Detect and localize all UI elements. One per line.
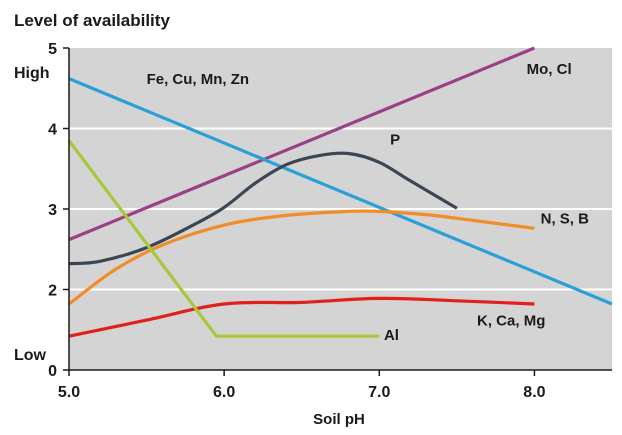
y-tick-label: 0 — [48, 363, 57, 380]
x-tick-label: 8.0 — [523, 384, 545, 401]
x-tick-label: 5.0 — [58, 384, 80, 401]
series-label: Mo, Cl — [527, 61, 572, 78]
series-labels: Mo, Cl Fe, Cu, Mn, Zn P N, S, B K, Ca, Mg Al — [147, 61, 590, 344]
chart-title: Level of availability — [14, 11, 170, 30]
y-tick-label: 4 — [48, 122, 57, 139]
series-line-p — [68, 151, 458, 266]
y-tick-label: 2 — [48, 283, 57, 300]
y-tick-label: 5 — [48, 41, 57, 58]
tick-labels: 5.0 6.0 7.0 8.0 0 2 3 4 5 High Low — [14, 41, 546, 401]
series-line-fe-cu-mn-zn — [68, 77, 613, 306]
series-line-k-ca-mg — [68, 296, 535, 338]
series-line-mo-cl — [68, 46, 536, 242]
y-level-label-high: High — [14, 65, 50, 82]
series-label: P — [390, 132, 400, 149]
series-line-n-s-b — [68, 209, 535, 306]
series-label: Al — [384, 327, 399, 344]
series-label: N, S, B — [541, 210, 590, 227]
y-level-label-low: Low — [14, 347, 47, 364]
x-tick-label: 7.0 — [368, 384, 390, 401]
x-axis-label: Soil pH — [313, 411, 365, 428]
axes — [63, 47, 612, 376]
series-line-al — [67, 139, 380, 338]
y-tick-label: 3 — [48, 202, 57, 219]
series-label: K, Ca, Mg — [477, 313, 545, 330]
x-tick-label: 6.0 — [213, 384, 235, 401]
series-lines — [67, 46, 613, 338]
series-label: Fe, Cu, Mn, Zn — [147, 71, 250, 88]
